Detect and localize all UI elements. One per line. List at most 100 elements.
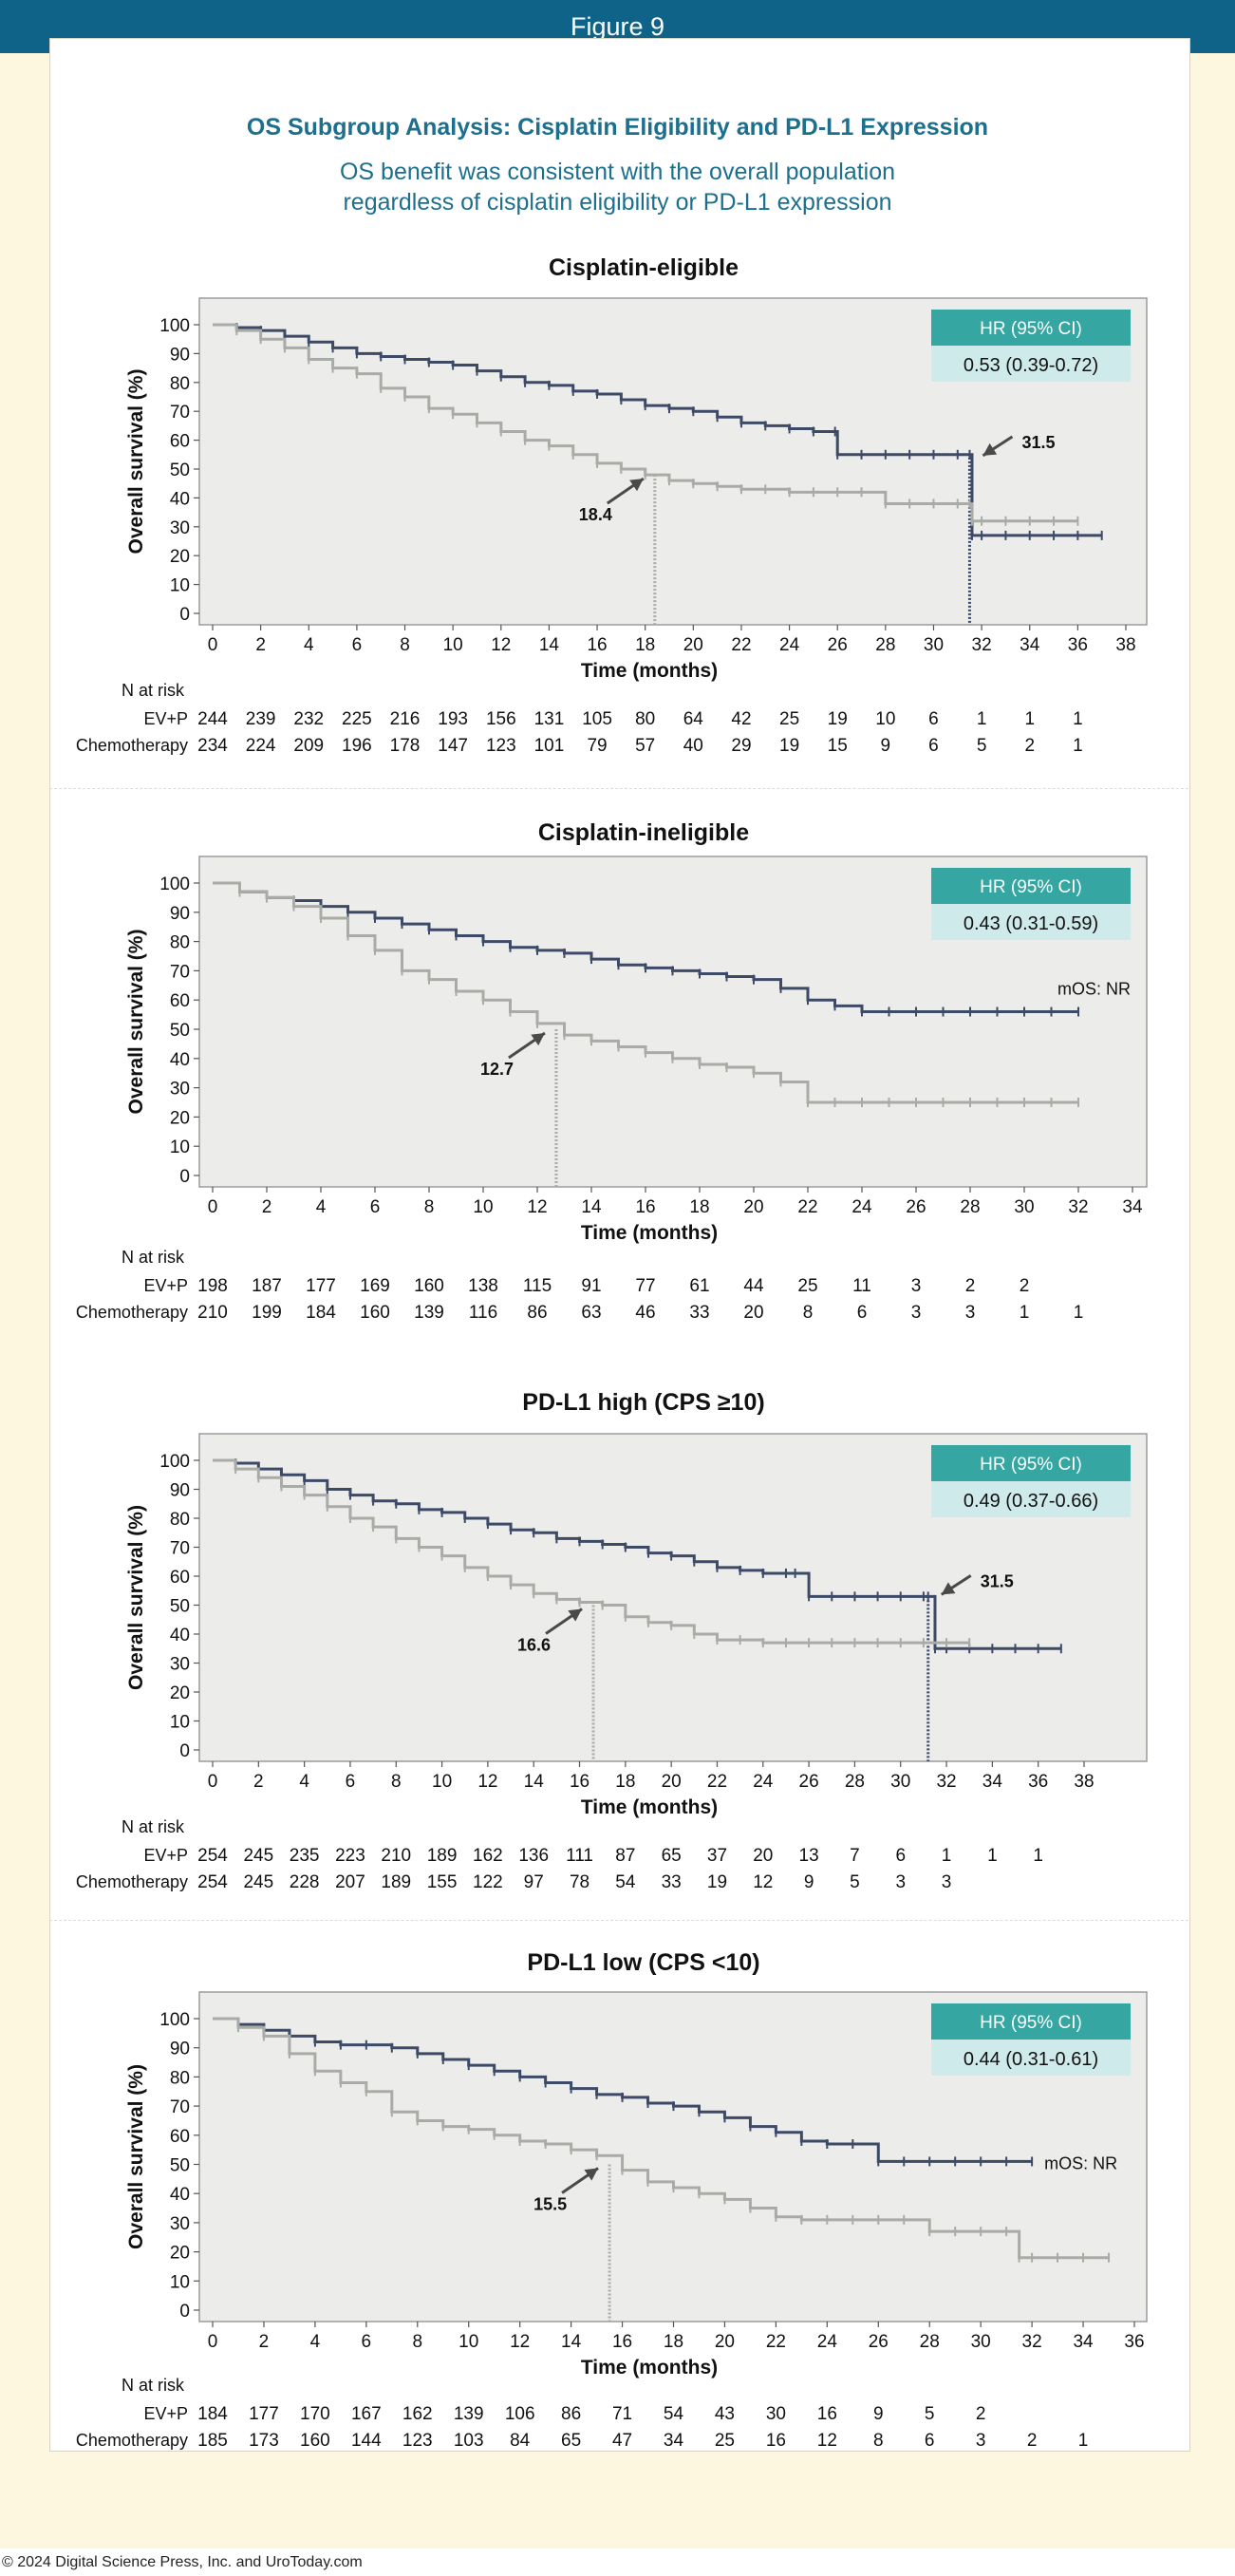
risk-value: 3: [965, 1303, 976, 1323]
risk-value: 30: [766, 2404, 786, 2424]
y-tick-label: 30: [170, 1655, 190, 1675]
risk-value: 106: [505, 2404, 535, 2424]
y-axis-label: Overall survival (%): [125, 930, 147, 1115]
hr-value-box: [931, 2040, 1131, 2076]
risk-value: 5: [977, 736, 987, 756]
x-tick-label: 8: [400, 635, 410, 655]
median-end-label: mOS: NR: [1044, 2153, 1117, 2172]
risk-value: 78: [570, 1872, 589, 1892]
risk-value: 123: [486, 736, 516, 756]
risk-value: 7: [850, 1846, 860, 1866]
y-tick-label: 90: [170, 345, 190, 365]
risk-value: 40: [683, 736, 703, 756]
median-label: 12.7: [480, 1060, 514, 1079]
hr-value: 0.49 (0.37-0.66): [964, 1491, 1098, 1512]
x-tick-label: 18: [615, 1772, 635, 1792]
risk-value: 1: [1073, 736, 1083, 756]
figure-label: Figure 9: [570, 12, 665, 41]
risk-value: 160: [360, 1303, 390, 1323]
series-ev-p: [213, 1458, 1062, 1654]
x-tick-label: 10: [458, 2332, 478, 2352]
chart-title: Cisplatin-eligible: [549, 254, 739, 281]
risk-value: 86: [561, 2404, 581, 2424]
risk-row-label: Chemotherapy: [76, 1303, 188, 1322]
x-tick-label: 20: [662, 1772, 682, 1792]
risk-value: 1: [1074, 1303, 1084, 1323]
x-axis-label: Time (months): [581, 1796, 718, 1818]
x-tick-label: 12: [491, 635, 511, 655]
x-tick-label: 12: [477, 1772, 497, 1792]
y-tick-label: 100: [159, 1452, 190, 1472]
x-tick-label: 22: [797, 1197, 817, 1217]
risk-value: 3: [911, 1303, 922, 1323]
x-tick-label: 12: [510, 2332, 530, 2352]
risk-value: 209: [293, 736, 324, 756]
y-tick-label: 10: [170, 2272, 190, 2292]
risk-row-label: EV+P: [143, 709, 188, 728]
risk-value: 6: [925, 2431, 935, 2451]
x-tick-label: 18: [664, 2332, 683, 2352]
risk-value: 189: [427, 1846, 458, 1866]
risk-value: 86: [527, 1303, 547, 1323]
x-tick-label: 38: [1115, 635, 1135, 655]
y-tick-label: 30: [170, 2214, 190, 2234]
risk-value: 80: [635, 709, 655, 729]
y-tick-label: 0: [179, 605, 190, 625]
risk-value: 84: [510, 2431, 531, 2451]
risk-value: 64: [683, 709, 704, 729]
x-tick-label: 6: [346, 1772, 356, 1792]
y-tick-label: 20: [170, 1683, 190, 1703]
x-tick-label: 36: [1028, 1772, 1048, 1792]
x-tick-label: 32: [972, 635, 992, 655]
y-tick-label: 60: [170, 432, 190, 452]
risk-value: 144: [351, 2431, 382, 2451]
risk-value: 111: [566, 1846, 593, 1866]
median-label: 31.5: [981, 1571, 1014, 1590]
risk-value: 12: [817, 2431, 837, 2451]
x-tick-label: 30: [890, 1772, 910, 1792]
risk-value: 97: [524, 1872, 544, 1892]
risk-value: 210: [381, 1846, 411, 1866]
risk-value: 9: [873, 2404, 884, 2424]
risk-value: 1: [1024, 709, 1035, 729]
risk-value: 116: [469, 1303, 497, 1323]
hr-header: HR (95% CI): [980, 319, 1082, 339]
risk-value: 16: [817, 2404, 837, 2424]
risk-value: 184: [197, 2404, 228, 2424]
x-tick-label: 6: [370, 1197, 381, 1217]
risk-value: 20: [743, 1303, 763, 1323]
x-tick-label: 4: [310, 2332, 321, 2352]
series-chemotherapy: [213, 2017, 1111, 2263]
y-tick-label: 40: [170, 2185, 190, 2205]
risk-table-heading: N at risk: [122, 1248, 185, 1267]
risk-value: 199: [252, 1303, 282, 1323]
risk-value: 77: [635, 1276, 655, 1296]
x-tick-label: 34: [1122, 1197, 1143, 1217]
x-tick-label: 14: [581, 1197, 602, 1217]
risk-value: 245: [243, 1846, 273, 1866]
x-tick-label: 34: [1073, 2332, 1094, 2352]
x-tick-label: 30: [971, 2332, 991, 2352]
x-tick-label: 20: [715, 2332, 735, 2352]
chart-panel-2: Cisplatin-ineligible01020304050607080901…: [76, 819, 1148, 1323]
y-tick-label: 40: [170, 1626, 190, 1645]
risk-value: 20: [753, 1846, 773, 1866]
risk-value: 232: [293, 709, 324, 729]
risk-value: 5: [925, 2404, 935, 2424]
x-tick-label: 28: [920, 2332, 940, 2352]
hr-header-box: [931, 2003, 1131, 2040]
x-tick-label: 24: [851, 1197, 872, 1217]
chart-panel-4: PD-L1 low (CPS <10)010203040506070809010…: [76, 1949, 1148, 2451]
risk-value: 216: [390, 709, 421, 729]
median-arrow-head: [982, 442, 998, 456]
x-tick-label: 28: [875, 635, 895, 655]
risk-row-label: EV+P: [143, 1846, 188, 1865]
risk-value: 254: [197, 1846, 228, 1866]
y-tick-label: 80: [170, 374, 190, 394]
y-tick-label: 40: [170, 1050, 190, 1070]
x-tick-label: 2: [253, 1772, 264, 1792]
x-tick-label: 2: [259, 2332, 270, 2352]
risk-value: 184: [306, 1303, 336, 1323]
risk-value: 1: [1073, 709, 1083, 729]
